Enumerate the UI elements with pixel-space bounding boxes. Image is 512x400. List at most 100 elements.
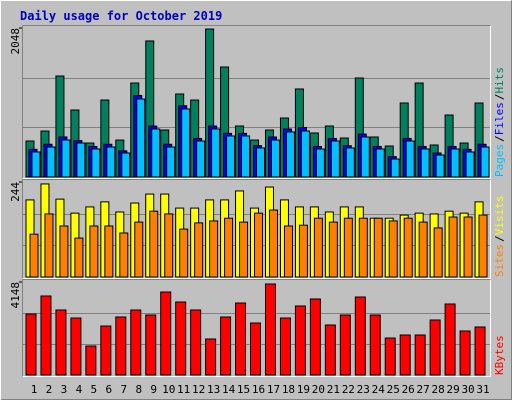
bar xyxy=(76,142,86,178)
bar xyxy=(345,147,355,178)
bar xyxy=(463,216,473,278)
x-tick-label: 25 xyxy=(387,383,400,396)
x-tick-label: 23 xyxy=(357,383,370,396)
bar xyxy=(164,213,174,278)
bar xyxy=(450,148,460,178)
bar xyxy=(360,136,370,178)
x-tick-label: 17 xyxy=(267,383,280,396)
bar xyxy=(433,227,443,278)
x-tick-label: 29 xyxy=(446,383,459,396)
x-tick-label: 21 xyxy=(327,383,340,396)
legend-separator: / xyxy=(493,94,506,101)
bar xyxy=(104,225,114,278)
bar xyxy=(220,316,232,376)
panel-edge xyxy=(22,179,491,279)
bar xyxy=(429,319,441,376)
x-tick-label: 10 xyxy=(162,383,175,396)
bar xyxy=(328,221,338,278)
bar xyxy=(448,216,458,278)
bar xyxy=(444,303,456,376)
x-tick-label: 18 xyxy=(282,383,295,396)
bar xyxy=(59,225,69,278)
bar xyxy=(196,140,206,178)
bar xyxy=(339,314,351,376)
bar xyxy=(300,130,310,178)
panel-edge xyxy=(22,25,491,179)
bar xyxy=(390,158,400,178)
bar xyxy=(40,295,52,376)
bar xyxy=(61,139,71,178)
x-tick-label: 31 xyxy=(476,383,489,396)
bar xyxy=(256,147,266,178)
bar xyxy=(414,334,426,376)
legend: Pages/Files/Hits xyxy=(493,67,506,177)
x-tick-label: 20 xyxy=(312,383,325,396)
legend-entry: Hits xyxy=(493,67,506,94)
bar xyxy=(388,220,398,278)
x-tick-label: 2 xyxy=(46,383,53,396)
x-tick-label: 16 xyxy=(252,383,265,396)
x-tick-label: 30 xyxy=(461,383,474,396)
chart-title: Daily usage for October 2019 xyxy=(20,9,222,23)
x-tick-label: 4 xyxy=(76,383,83,396)
bar xyxy=(85,345,97,376)
bar xyxy=(330,140,340,178)
bar xyxy=(194,222,204,278)
bar xyxy=(405,140,415,178)
x-tick-label: 1 xyxy=(31,383,38,396)
legend-entry: Files xyxy=(493,102,506,135)
bar xyxy=(465,151,475,178)
bar xyxy=(46,146,56,178)
legend-entry: Sites xyxy=(493,244,506,277)
bar xyxy=(224,217,234,278)
bar xyxy=(145,314,157,376)
bar xyxy=(25,313,37,376)
bar xyxy=(235,302,247,376)
bar xyxy=(181,108,191,178)
legend: Sites /Visits xyxy=(493,196,506,278)
bar xyxy=(459,330,471,376)
bar xyxy=(100,325,112,376)
bar xyxy=(211,128,221,178)
x-tick-label: 11 xyxy=(177,383,190,396)
y-tick-label: 2048 xyxy=(9,28,22,55)
x-tick-label: 7 xyxy=(120,383,127,396)
legend-entry: KBytes xyxy=(493,335,506,375)
bar xyxy=(375,148,385,178)
x-tick-label: 27 xyxy=(417,383,430,396)
x-tick-label: 24 xyxy=(372,383,386,396)
legend-separator: / xyxy=(493,235,506,242)
x-tick-label: 13 xyxy=(207,383,220,396)
bar xyxy=(399,334,411,376)
x-tick-label: 15 xyxy=(237,383,250,396)
bar xyxy=(226,135,236,178)
bar xyxy=(31,151,41,178)
x-tick-label: 9 xyxy=(150,383,157,396)
bar xyxy=(136,98,146,178)
bar xyxy=(298,224,308,278)
bar xyxy=(115,316,127,376)
bar xyxy=(209,220,219,278)
bar xyxy=(250,322,262,376)
bar xyxy=(254,212,264,278)
bar xyxy=(44,213,54,278)
bar xyxy=(343,217,353,278)
bar xyxy=(179,228,189,278)
bar xyxy=(279,317,291,376)
bar xyxy=(121,152,131,178)
bar xyxy=(283,225,293,278)
bar xyxy=(264,283,276,376)
x-tick-label: 26 xyxy=(402,383,415,396)
bar xyxy=(373,217,383,278)
bar xyxy=(358,217,368,278)
bar xyxy=(418,221,428,278)
bar xyxy=(270,139,280,178)
x-tick-label: 3 xyxy=(61,383,68,396)
bar xyxy=(91,148,101,178)
bar xyxy=(106,146,116,178)
x-tick-label: 8 xyxy=(135,383,142,396)
bar xyxy=(160,291,172,376)
bar xyxy=(241,135,251,178)
